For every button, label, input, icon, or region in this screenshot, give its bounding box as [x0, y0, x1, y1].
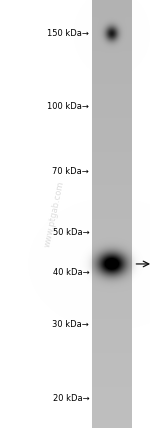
- Text: 70 kDa→: 70 kDa→: [52, 167, 89, 176]
- Text: 40 kDa→: 40 kDa→: [53, 268, 89, 277]
- Text: 50 kDa→: 50 kDa→: [53, 228, 89, 237]
- Text: 150 kDa→: 150 kDa→: [47, 29, 89, 38]
- Text: 30 kDa→: 30 kDa→: [52, 321, 89, 330]
- Text: 20 kDa→: 20 kDa→: [53, 394, 89, 403]
- Text: www.ptgab.com: www.ptgab.com: [43, 180, 65, 248]
- Text: 100 kDa→: 100 kDa→: [47, 102, 89, 111]
